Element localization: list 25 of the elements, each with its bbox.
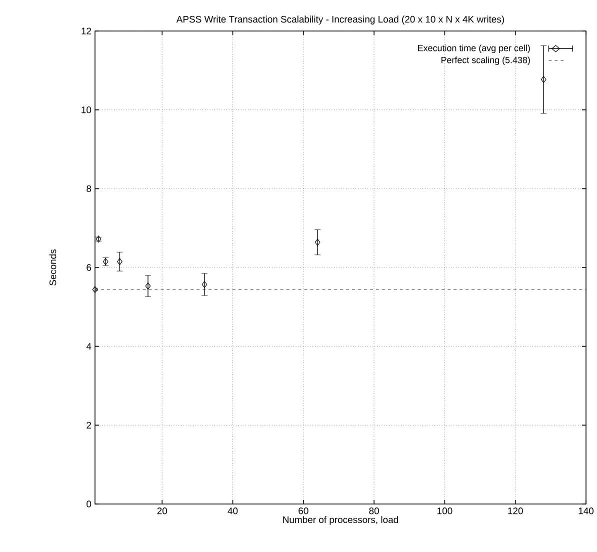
y-tick-label: 10 — [82, 106, 92, 114]
point — [202, 280, 208, 288]
point — [117, 258, 122, 266]
x-axis-title: Number of processors, load — [283, 516, 398, 525]
legend-label: Execution time (avg per cell) — [418, 44, 530, 53]
y-axis-title: Seconds — [49, 249, 56, 286]
y-tick-label: 6 — [86, 264, 92, 271]
x-tick-label: 60 — [298, 508, 308, 514]
x-tick-label: 20 — [157, 508, 168, 514]
y-tick-label: 2 — [86, 422, 92, 428]
x-tick-label: 140 — [578, 508, 594, 514]
y-tick-label: 8 — [86, 185, 92, 192]
x-tick-label: 80 — [369, 508, 379, 514]
legend-label: Perfect scaling (5.438) — [441, 56, 530, 65]
point — [92, 286, 98, 294]
x-tick-label: 40 — [228, 508, 238, 514]
y-tick-label: 0 — [86, 500, 92, 508]
x-tick-label: 120 — [508, 508, 523, 514]
y-tick-label: 12 — [82, 28, 92, 34]
chart-title: APSS Write Transaction Scalability - Increasing Load (20 x 10 x N x 4K writes) — [176, 16, 504, 24]
y-tick-label: 4 — [86, 343, 92, 350]
point — [540, 76, 546, 83]
point — [314, 238, 320, 246]
point — [145, 282, 151, 290]
x-tick-label: 100 — [438, 508, 452, 514]
